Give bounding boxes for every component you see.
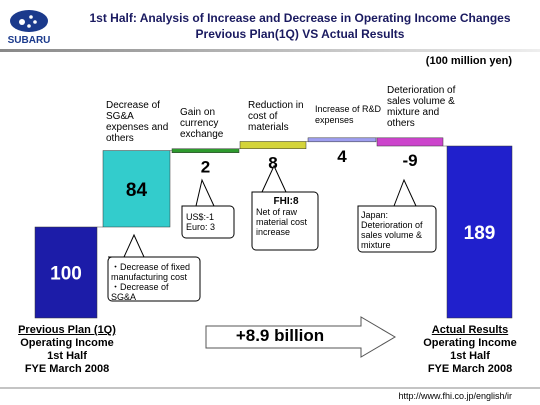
logo-star xyxy=(29,15,33,19)
callout-text: US$:-1 Euro: 3 xyxy=(186,212,232,232)
callout-line: Net of raw material cost increase xyxy=(256,207,308,237)
callout xyxy=(107,233,201,302)
logo-star xyxy=(19,19,25,25)
logo-emblem xyxy=(10,10,48,32)
subtitle: Previous Plan(1Q) VS Actual Results xyxy=(196,27,405,41)
total-line: Operating Income xyxy=(423,337,517,349)
bar xyxy=(239,141,307,149)
callout-line: US$:-1 xyxy=(186,212,215,222)
value-label: -9 xyxy=(402,151,417,170)
value-label: 84 xyxy=(126,180,148,201)
callout-line: FHI:8 xyxy=(273,196,299,207)
callout-line: ・Decrease of fixed manufacturing cost xyxy=(111,262,191,282)
arrow-label: +8.9 billion xyxy=(236,326,324,345)
bar xyxy=(376,137,444,147)
bar xyxy=(171,148,240,153)
category-label: Decrease of SG&A expenses and others xyxy=(106,100,169,144)
total-line: Operating Income xyxy=(20,337,114,349)
callout-text: FHI:8 Net of raw material cost increase xyxy=(256,196,316,238)
total-label: Actual Results Operating Income 1st Half… xyxy=(405,324,535,376)
category-label: Reduction in cost of materials xyxy=(248,100,304,133)
header-rule xyxy=(0,49,540,52)
callout xyxy=(181,178,235,239)
logo-text: SUBARU xyxy=(8,35,51,46)
callout-text: Japan: Deterioration of sales volume & m… xyxy=(361,210,433,250)
bar xyxy=(446,145,513,319)
callout-line: Euro: 3 xyxy=(186,222,216,232)
bar xyxy=(34,226,98,319)
bar xyxy=(102,150,171,228)
callout-line: ・Decrease of SG&A xyxy=(111,282,169,302)
callout-text: ・Decrease of fixed manufacturing cost ・D… xyxy=(111,262,196,302)
value-label: 189 xyxy=(464,223,496,244)
value-label: 100 xyxy=(50,264,82,285)
arrow xyxy=(205,316,396,358)
total-line: 1st Half xyxy=(450,350,490,362)
category-label: Gain on currency exchange xyxy=(180,107,224,140)
logo-star xyxy=(33,20,37,24)
total-line: FYE March 2008 xyxy=(427,363,513,375)
total-line: 1st Half xyxy=(47,350,87,362)
category-label: Previous Plan (1Q) xyxy=(18,324,116,336)
title: 1st Half: Analysis of Increase and Decre… xyxy=(89,11,510,25)
category-label: Deterioration of sales volume & mixture … xyxy=(387,85,456,129)
callout xyxy=(357,178,437,253)
value-label: 2 xyxy=(201,158,210,177)
callout xyxy=(251,164,319,251)
logo-star xyxy=(27,24,31,28)
bar xyxy=(307,137,377,143)
category-label: Actual Results xyxy=(431,324,509,336)
category-label: Increase of R&D expenses xyxy=(315,104,382,125)
total-line: FYE March 2008 xyxy=(24,363,110,375)
value-label: 4 xyxy=(337,147,347,166)
total-label: Previous Plan (1Q) Operating Income 1st … xyxy=(2,324,132,376)
footer-url: http://www.fhi.co.jp/english/ir xyxy=(398,391,512,401)
unit: (100 million yen) xyxy=(426,55,513,67)
callout-line: Japan: Deterioration of sales volume & m… xyxy=(361,210,423,250)
value-label: 8 xyxy=(268,154,277,173)
